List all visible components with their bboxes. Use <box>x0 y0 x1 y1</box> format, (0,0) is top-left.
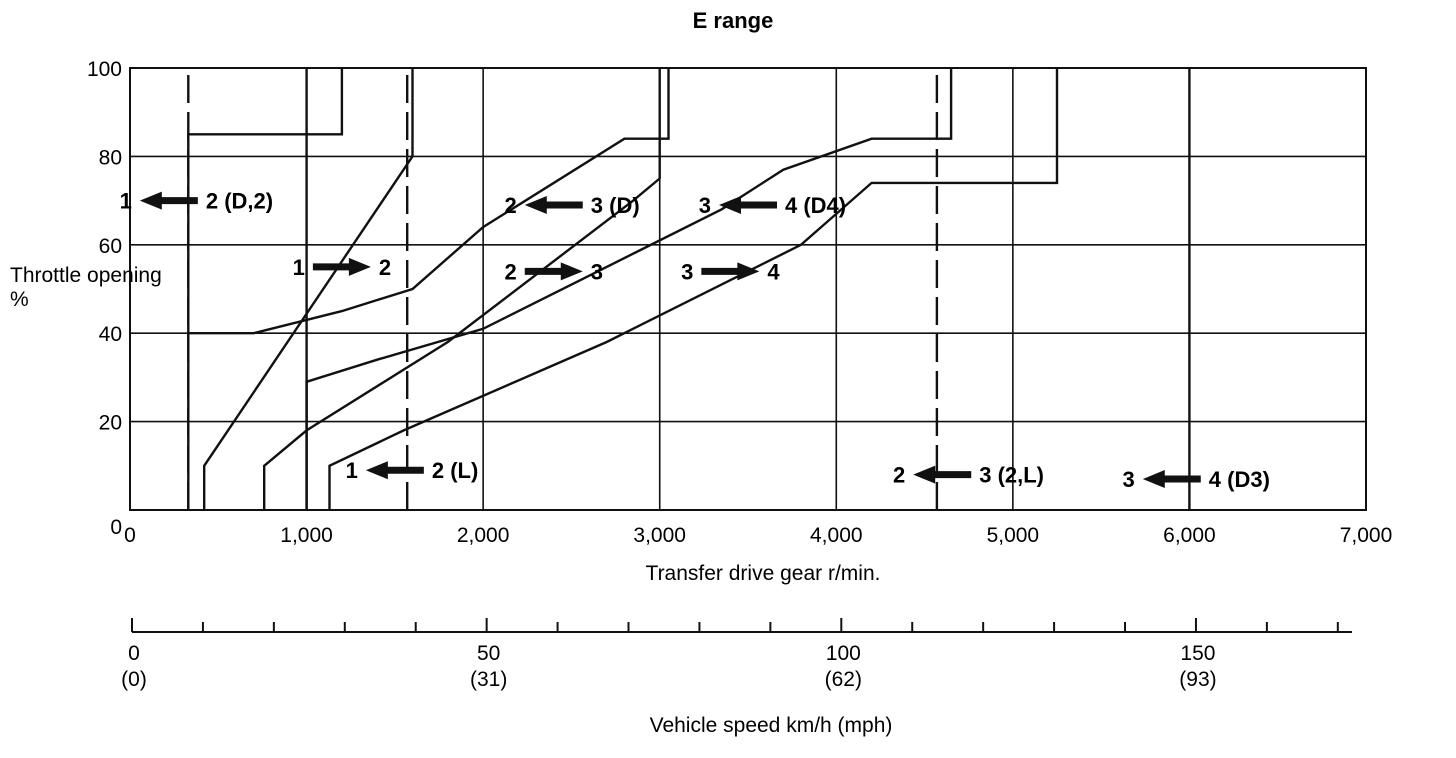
y-tick-label: 0 <box>110 516 122 539</box>
shift-arrow-head <box>1142 470 1165 489</box>
shift-to-label: 2 (L) <box>432 458 478 483</box>
mph-tick-label: (31) <box>470 668 507 691</box>
speed-tick-label: 50 <box>477 642 500 665</box>
x-tick-label: 7,000 <box>1340 524 1393 547</box>
mph-tick-label: (93) <box>1179 668 1216 691</box>
shift-from-label: 1 <box>346 458 358 483</box>
shift-from-label: 3 <box>681 259 693 284</box>
shift-to-label: 3 (D) <box>591 193 640 218</box>
shift-to-label: 4 (D3) <box>1209 467 1270 492</box>
chart-title: E range <box>693 8 774 33</box>
series-line <box>305 68 953 510</box>
shift-from-label: 2 <box>505 193 517 218</box>
y-tick-label: 20 <box>99 412 122 435</box>
shift-arrow-shaft <box>933 471 972 479</box>
grid <box>129 67 1367 511</box>
shift-arrow-shaft <box>739 201 777 209</box>
shift-annotation: 1 2 (L) <box>346 458 479 483</box>
x-tick-label: 5,000 <box>987 524 1040 547</box>
shift-arrow-head <box>348 257 371 276</box>
x-axis: 0 1,000 2,000 3,000 4,000 5,000 6,000 7,000 <box>124 524 1392 547</box>
shift-to-label: 2 (D,2) <box>206 189 273 214</box>
shift-arrow-head <box>139 191 162 210</box>
shift-arrow-head <box>560 262 583 281</box>
speed-tick-label: 0 <box>128 642 140 665</box>
shift-to-label: 4 <box>767 259 780 284</box>
shift-from-label: 3 <box>1123 467 1135 492</box>
y-tick-label: 80 <box>99 146 122 169</box>
shift-to-label: 2 <box>379 255 391 280</box>
series-lines <box>187 68 1191 510</box>
x-tick-label: 4,000 <box>810 524 863 547</box>
y-tick-label: 60 <box>99 235 122 258</box>
shift-from-label: 3 <box>699 193 711 218</box>
speed-axis-label: Vehicle speed km/h (mph) <box>650 714 893 737</box>
speed-axis: 0 (0) 50 (31) 100 (62) 150 (93) <box>121 618 1352 691</box>
x-tick-label: 0 <box>124 524 136 547</box>
shift-arrow-head <box>365 461 388 480</box>
shift-arrow-shaft <box>312 263 351 271</box>
shift-arrow-head <box>737 262 760 281</box>
x-tick-label: 3,000 <box>633 524 686 547</box>
shift-annotation: 2 3 (D) <box>505 193 640 218</box>
x-tick-label: 1,000 <box>280 524 333 547</box>
shift-to-label: 4 (D4) <box>785 193 846 218</box>
x-axis-label: Transfer drive gear r/min. <box>646 562 881 585</box>
y-axis-label-line: % <box>10 288 29 311</box>
shift-annotation: 2 3 (2,L) <box>893 463 1044 488</box>
shift-annotation: 1 2 (D,2) <box>120 189 273 214</box>
speed-tick-label: 150 <box>1180 642 1215 665</box>
y-axis-label-line: Throttle opening <box>10 264 162 287</box>
shift-from-label: 1 <box>293 255 305 280</box>
x-tick-label: 6,000 <box>1163 524 1216 547</box>
shift-annotation: 3 4 (D3) <box>1123 467 1270 492</box>
y-axis-label: Throttle opening% <box>10 264 162 311</box>
series-line <box>187 68 344 510</box>
shift-arrow-shaft <box>524 267 563 275</box>
series-line <box>328 68 1059 510</box>
shift-arrow-shaft <box>544 201 583 209</box>
shift-arrow-shaft <box>159 197 198 205</box>
series-line <box>263 68 661 510</box>
speed-tick-label: 100 <box>826 642 861 665</box>
plot-frame <box>129 67 1367 511</box>
mph-tick-label: (0) <box>121 668 147 691</box>
shift-from-label: 2 <box>505 259 517 284</box>
mph-tick-label: (62) <box>825 668 862 691</box>
shift-arrow-shaft <box>701 267 740 275</box>
y-tick-label: 100 <box>87 58 122 81</box>
series-line <box>202 68 414 510</box>
y-axis: 0 20 40 60 80 100 <box>87 58 122 539</box>
x-tick-label: 2,000 <box>457 524 510 547</box>
shift-from-label: 1 <box>120 189 132 214</box>
y-tick-label: 40 <box>99 323 122 346</box>
shift-arrow-head <box>719 196 741 215</box>
shift-arrow-head <box>524 196 547 215</box>
shift-to-label: 3 (2,L) <box>979 463 1044 488</box>
shift-annotation: 3 4 (D4) <box>699 193 846 218</box>
series-line <box>188 68 670 335</box>
shift-from-label: 2 <box>893 463 905 488</box>
shift-arrow-shaft <box>1162 475 1201 483</box>
shift-arrow-head <box>913 465 936 484</box>
shift-to-label: 3 <box>591 259 603 284</box>
shift-arrow-shaft <box>385 466 424 474</box>
